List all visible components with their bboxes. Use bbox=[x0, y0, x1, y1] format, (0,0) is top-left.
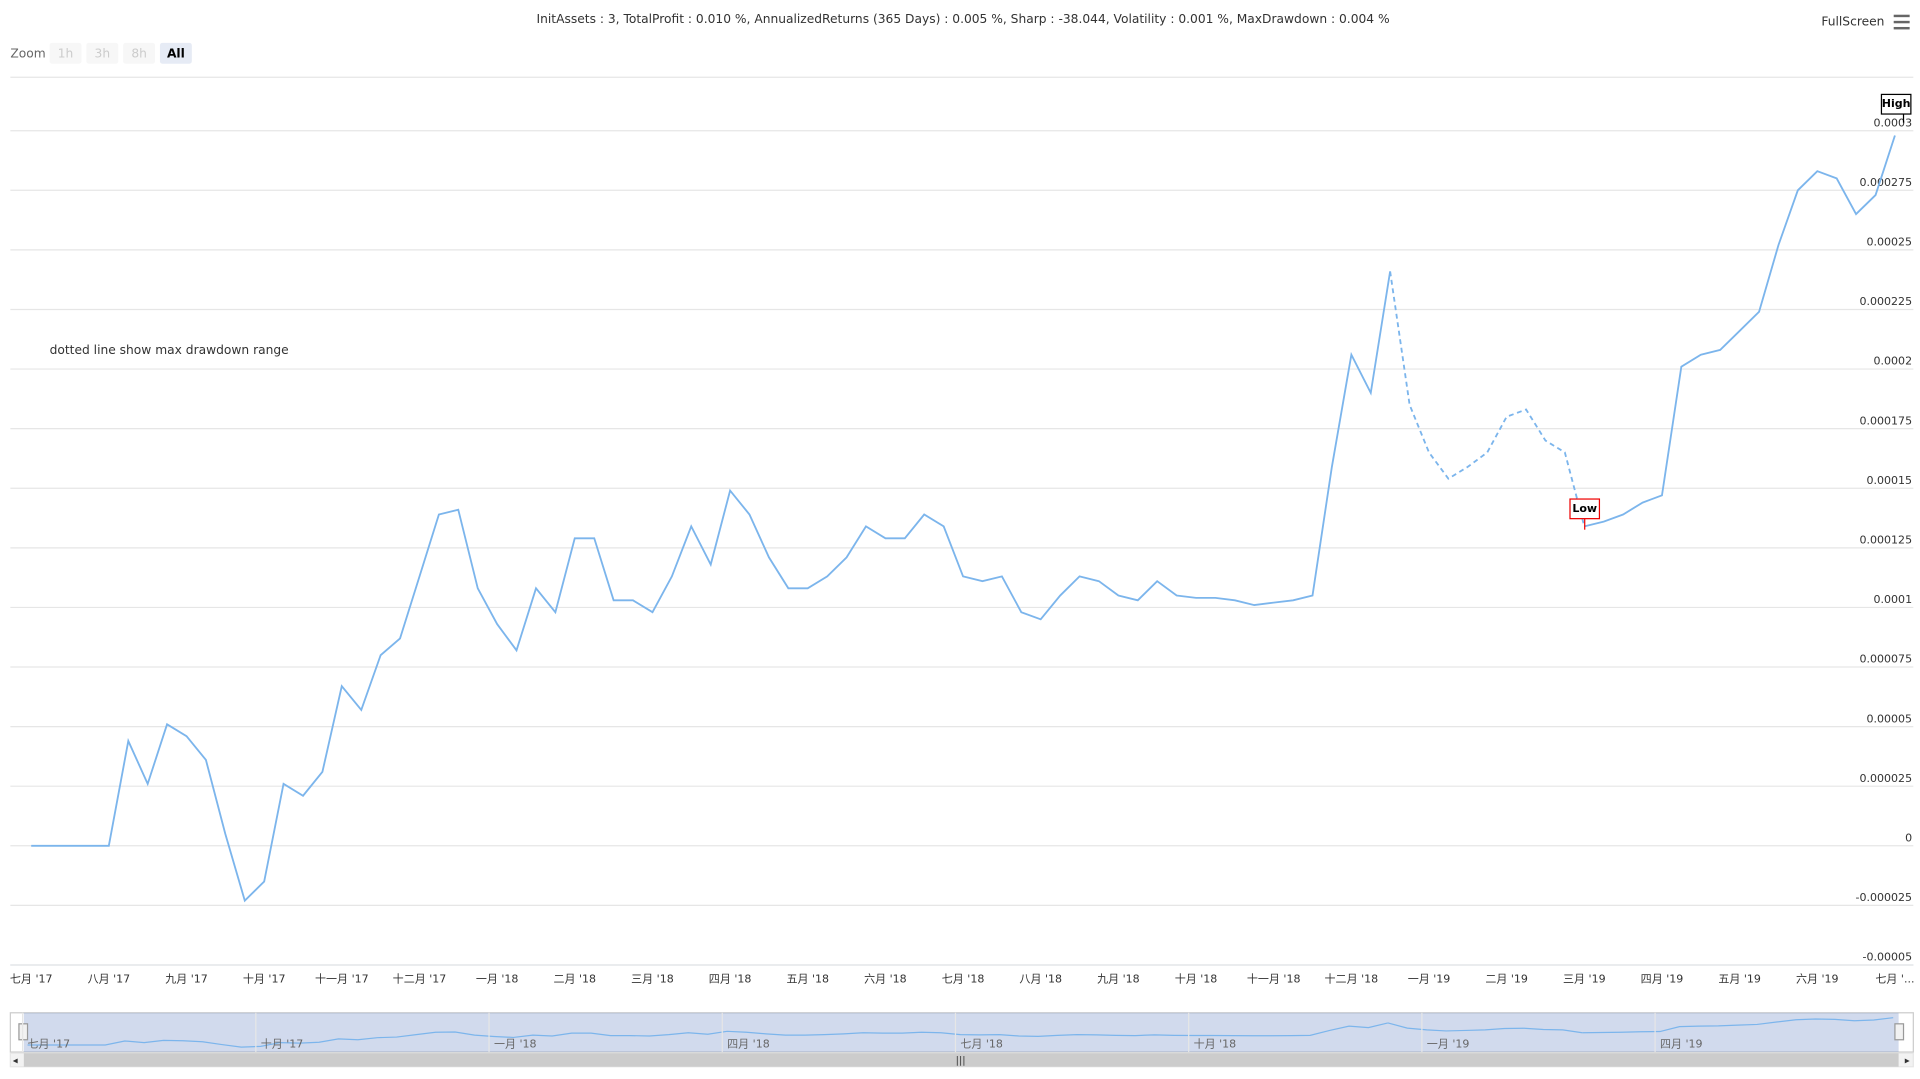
zoom-button-label: 1h bbox=[58, 46, 74, 60]
x-tick-label: 八月 '17 bbox=[88, 973, 131, 986]
series-line bbox=[1389, 271, 1586, 527]
x-tick-label: 九月 '18 bbox=[1097, 973, 1140, 986]
navigator-label: 十月 '18 bbox=[1194, 1037, 1237, 1051]
navigator-label: 一月 '19 bbox=[1427, 1038, 1470, 1051]
navigator-label: 七月 '18 bbox=[960, 1038, 1003, 1051]
x-tick-label: 七月 '18 bbox=[942, 973, 985, 986]
y-tick-label: 0.00005 bbox=[1867, 712, 1913, 725]
zoom-button-label: 3h bbox=[95, 46, 111, 60]
y-tick-label: 0.0001 bbox=[1874, 593, 1913, 606]
navigator-label: 七月 '17 bbox=[28, 1038, 71, 1051]
x-tick-label: 九月 '17 bbox=[165, 973, 208, 986]
y-tick-label: 0.000225 bbox=[1860, 295, 1913, 308]
annotation: dotted line show max drawdown range bbox=[50, 343, 289, 357]
zoom-button-label: 8h bbox=[131, 46, 147, 60]
menu-bar bbox=[1893, 14, 1910, 18]
y-tick-label: 0.000275 bbox=[1860, 176, 1913, 189]
y-tick-label: 0.000125 bbox=[1860, 533, 1913, 546]
menu-icon[interactable] bbox=[1893, 14, 1910, 30]
x-tick-label: 十二月 '18 bbox=[1325, 972, 1379, 986]
flag-box bbox=[1880, 93, 1912, 115]
y-tick-label: 0.000075 bbox=[1860, 653, 1913, 666]
navigator-label: 四月 '18 bbox=[727, 1038, 770, 1051]
flag-label: Low bbox=[1572, 502, 1597, 515]
zoom-button[interactable] bbox=[123, 42, 156, 64]
y-tick-label: 0.0003 bbox=[1874, 116, 1913, 129]
series-line bbox=[31, 135, 1896, 903]
x-tick-label: 一月 '19 bbox=[1408, 973, 1451, 986]
zoom-button-label: All bbox=[167, 46, 185, 60]
navigator-label: 十月 '17 bbox=[261, 1037, 304, 1051]
y-tick-label: 0.00025 bbox=[1867, 236, 1913, 249]
x-tick-label: 二月 '18 bbox=[553, 973, 596, 986]
menu-bar bbox=[1893, 20, 1910, 24]
x-tick-label: 五月 '18 bbox=[786, 973, 829, 986]
navigator-series bbox=[27, 1017, 1894, 1048]
x-tick-label: 十一月 '17 bbox=[315, 972, 369, 986]
y-tick-label: 0.000025 bbox=[1860, 772, 1913, 785]
navigator-line bbox=[1387, 1022, 1583, 1034]
flag-box bbox=[1569, 498, 1601, 520]
x-tick-label: 一月 '18 bbox=[476, 973, 519, 986]
x-tick-label: 十月 '18 bbox=[1175, 972, 1218, 986]
x-tick-label: 七月 '17 bbox=[10, 973, 53, 986]
flag-label: High bbox=[1882, 97, 1911, 110]
scrollbar-thumb[interactable] bbox=[23, 1053, 1899, 1067]
y-tick-label: 0.0002 bbox=[1874, 355, 1913, 368]
x-tick-label: 四月 '19 bbox=[1641, 973, 1684, 986]
y-tick-label: 0.000175 bbox=[1860, 414, 1913, 427]
x-tick-label: 十二月 '17 bbox=[393, 972, 447, 986]
y-tick-label: -0.00005 bbox=[1863, 951, 1913, 964]
navigator-label: 一月 '18 bbox=[494, 1038, 537, 1051]
x-tick-label: 六月 '18 bbox=[864, 973, 907, 986]
fullscreen-button[interactable]: FullScreen bbox=[1821, 15, 1884, 29]
y-tick-label: 0 bbox=[1905, 831, 1912, 844]
menu-bar bbox=[1893, 26, 1910, 30]
navigator-line bbox=[27, 1017, 1894, 1048]
scrollbar-grip: ||| bbox=[956, 1056, 966, 1067]
x-tick-label: 五月 '19 bbox=[1718, 973, 1761, 986]
y-tick-label: -0.000025 bbox=[1856, 891, 1913, 904]
x-tick-label: 十月 '17 bbox=[243, 972, 286, 986]
x-tick-label: 三月 '19 bbox=[1563, 973, 1606, 986]
x-tick-label: 十一月 '18 bbox=[1247, 972, 1301, 986]
zoom-button[interactable] bbox=[49, 42, 82, 64]
zoom-button[interactable] bbox=[159, 42, 192, 64]
zoom-button[interactable] bbox=[86, 42, 119, 64]
zoom-label: Zoom bbox=[10, 46, 45, 60]
scroll-right[interactable]: ▸ bbox=[1905, 1056, 1910, 1067]
scroll-left[interactable]: ◂ bbox=[13, 1056, 18, 1067]
navigator-label: 四月 '19 bbox=[1660, 1038, 1703, 1051]
x-tick-label: 二月 '19 bbox=[1485, 973, 1528, 986]
navigator-handle[interactable] bbox=[1894, 1023, 1905, 1041]
x-tick-label: 六月 '19 bbox=[1796, 973, 1839, 986]
x-tick-label: 三月 '18 bbox=[631, 973, 674, 986]
x-tick-label: 八月 '18 bbox=[1019, 973, 1062, 986]
x-tick-label: 四月 '18 bbox=[709, 973, 752, 986]
x-tick-label: 七月 '... bbox=[1875, 973, 1914, 986]
chart-title: InitAssets : 3, TotalProfit : 0.010 %, A… bbox=[537, 12, 1390, 26]
y-tick-label: 0.00015 bbox=[1867, 474, 1913, 487]
